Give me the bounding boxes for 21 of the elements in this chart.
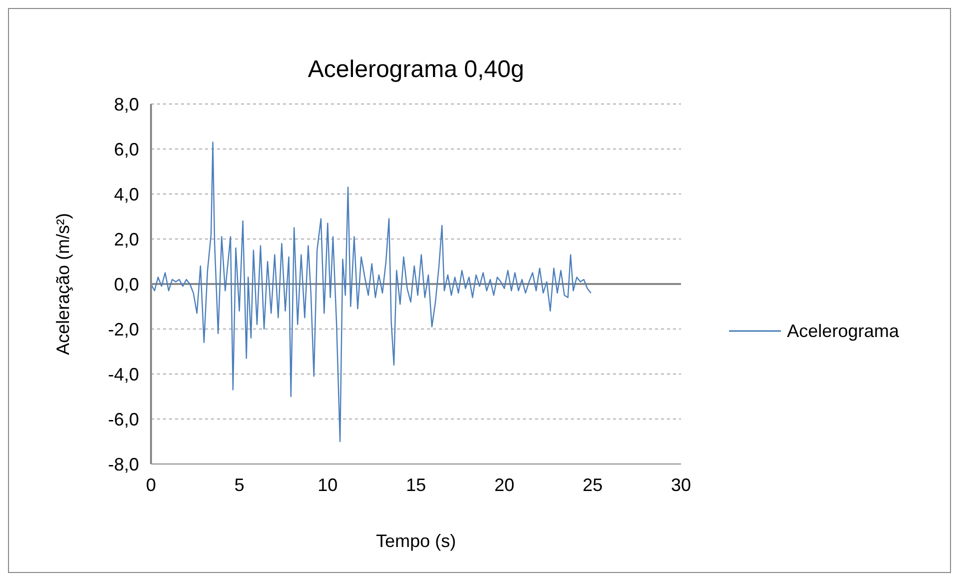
legend-label: Acelerograma [787, 321, 900, 341]
y-tick-label: -8,0 [108, 454, 139, 474]
line-series [151, 142, 592, 442]
y-tick-label: 0,0 [114, 274, 139, 294]
y-tick-label: -6,0 [108, 409, 139, 430]
x-tick-label: 10 [318, 474, 338, 495]
x-tick-label: 20 [494, 474, 514, 495]
y-tick-label: -2,0 [108, 319, 139, 340]
x-axis-title: Tempo (s) [376, 531, 456, 551]
y-tick-label: 4,0 [114, 184, 139, 204]
x-tick-label: 25 [582, 474, 603, 495]
y-tick-label: 2,0 [114, 229, 139, 250]
chart-title: Acelerograma 0,40g [308, 56, 524, 83]
y-axis-title: Aceleração (m/s²) [53, 212, 73, 356]
y-tick-label: 6,0 [114, 139, 139, 160]
x-tick-label: 0 [146, 474, 156, 495]
x-tick-label: 5 [234, 474, 244, 495]
x-tick-label: 30 [670, 474, 692, 495]
x-tick-label: 15 [406, 474, 426, 495]
y-tick-label: -4,0 [108, 364, 139, 384]
y-tick-label: 8,0 [114, 94, 139, 114]
